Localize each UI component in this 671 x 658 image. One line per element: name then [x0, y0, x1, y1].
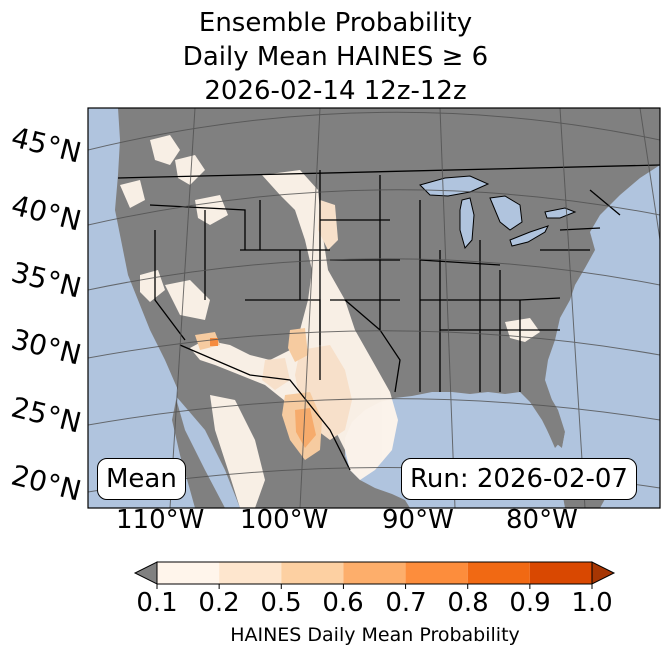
colorbar — [133, 561, 616, 589]
colorbar-tick-0: 0.1 — [136, 588, 178, 618]
lon-label-110: 110°W — [116, 505, 205, 535]
colorbar-segment-0 — [157, 562, 220, 584]
colorbar-tick-1: 0.2 — [198, 588, 240, 618]
lake-ontario — [544, 207, 577, 219]
colorbar-segment-6 — [529, 562, 592, 584]
colorbar-segment-1 — [219, 562, 282, 584]
colorbar-tick-7: 1.0 — [571, 588, 613, 618]
colorbar-segment-5 — [467, 562, 530, 584]
title-line-1: Ensemble Probability — [198, 8, 473, 38]
state-boundaries — [117, 164, 660, 471]
colorbar-segment-2 — [281, 562, 344, 584]
title-line-2: Daily Mean HAINES ≥ 6 — [182, 42, 489, 72]
pacific-coast — [88, 108, 195, 508]
gulf-of-california — [175, 395, 240, 508]
colorbar-tick-3: 0.6 — [322, 588, 364, 618]
lake-michigan — [459, 197, 475, 250]
lon-label-80: 80°W — [506, 505, 578, 535]
atlantic — [562, 165, 660, 508]
florida — [520, 388, 565, 448]
colorbar-segment-4 — [405, 562, 468, 584]
colorbar-tick-5: 0.8 — [447, 588, 489, 618]
colorbar-segment-3 — [343, 562, 406, 584]
colorbar-over-extension — [591, 561, 616, 585]
run-date-box: Run: 2026-02-07 — [401, 458, 637, 500]
lon-label-100: 100°W — [240, 505, 329, 535]
lake-huron — [489, 195, 523, 231]
title-line-3: 2026-02-14 12z-12z — [204, 76, 467, 106]
colorbar-tick-4: 0.7 — [385, 588, 427, 618]
mean-label-box: Mean — [97, 458, 186, 500]
lake-erie — [509, 225, 549, 247]
colorbar-label: HAINES Daily Mean Probability — [230, 624, 520, 646]
colorbar-under-extension — [133, 561, 158, 585]
colorbar-tick-6: 0.9 — [509, 588, 551, 618]
colorbar-tick-2: 0.5 — [260, 588, 302, 618]
lake-superior — [419, 175, 490, 197]
lon-label-90: 90°W — [382, 505, 454, 535]
probability-shading — [120, 135, 540, 508]
colorbar-frame — [156, 561, 593, 585]
